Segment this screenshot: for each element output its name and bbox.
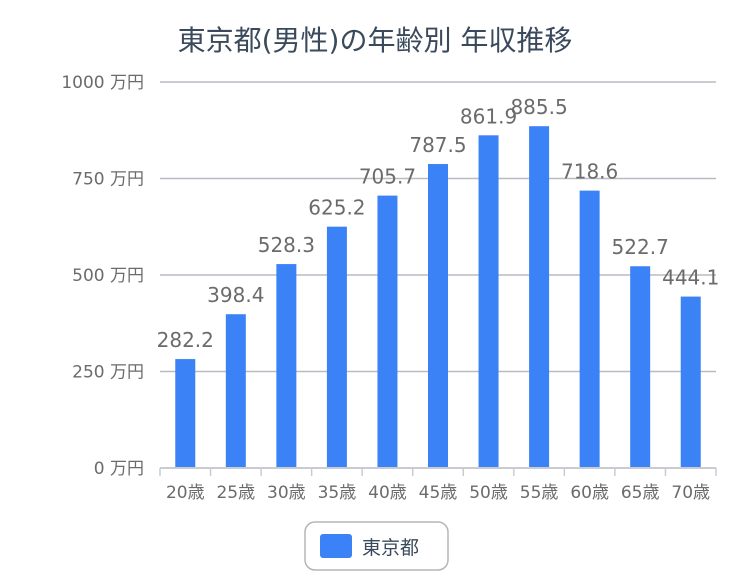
x-tick-label: 70歳 <box>671 483 710 503</box>
data-label: 528.3 <box>258 233 315 257</box>
y-tick-label: 500 万円 <box>72 266 144 286</box>
bar[interactable] <box>175 359 196 468</box>
data-labels: 282.2 398.4 528.3 625.2 705.7 787.5 861.9885.5… <box>157 95 720 352</box>
x-tick-label: 25歳 <box>216 483 255 503</box>
bar[interactable] <box>377 195 398 468</box>
x-axis: 20歳 25歳 30歳 35歳 40歳 45歳 50歳 55歳 60歳 65歳 70歳 <box>159 467 717 503</box>
data-label: 444.1 <box>662 266 719 290</box>
y-axis-ticks: 0 万円 250 万円 500 万円 750 万円 1000 万円 <box>61 73 144 479</box>
bar[interactable] <box>478 135 499 469</box>
bars <box>175 126 701 469</box>
chart-title: 東京都(男性)の年齢別 年収推移 <box>178 24 573 57</box>
x-tick-label: 60歳 <box>570 483 609 503</box>
data-label: 861.9 <box>460 104 517 128</box>
x-tick-label: 30歳 <box>267 483 306 503</box>
y-tick-label: 750 万円 <box>72 170 144 190</box>
bar[interactable] <box>428 164 448 468</box>
x-tick-label: 55歳 <box>520 483 559 503</box>
bar[interactable] <box>276 264 297 468</box>
data-label: 625.2 <box>308 196 365 220</box>
x-tick-label: 20歳 <box>166 483 205 503</box>
data-label: 705.7 <box>359 165 416 189</box>
x-tick-label: 65歳 <box>621 483 660 503</box>
bar[interactable] <box>579 190 600 468</box>
bar[interactable] <box>630 266 651 468</box>
y-tick-label: 1000 万円 <box>61 73 144 93</box>
data-label: 718.6 <box>561 160 618 184</box>
x-tick-label: 35歳 <box>318 483 357 503</box>
legend-label: 東京都 <box>362 537 419 559</box>
legend-swatch <box>320 534 352 558</box>
data-label: 522.7 <box>612 235 669 259</box>
bar[interactable] <box>529 126 550 469</box>
data-label: 398.4 <box>207 283 264 307</box>
x-tick-label: 50歳 <box>469 483 508 503</box>
bar[interactable] <box>326 226 347 468</box>
y-tick-label: 250 万円 <box>72 363 144 383</box>
data-label: 282.2 <box>157 328 214 352</box>
legend[interactable]: 東京都 <box>304 521 449 571</box>
data-label: 787.5 <box>409 133 466 157</box>
x-tick-label: 45歳 <box>419 483 458 503</box>
x-tick-label: 40歳 <box>368 483 407 503</box>
data-label: 885.5 <box>510 95 567 119</box>
bar[interactable] <box>680 296 701 468</box>
bar[interactable] <box>225 314 246 468</box>
y-tick-label: 0 万円 <box>94 459 144 479</box>
